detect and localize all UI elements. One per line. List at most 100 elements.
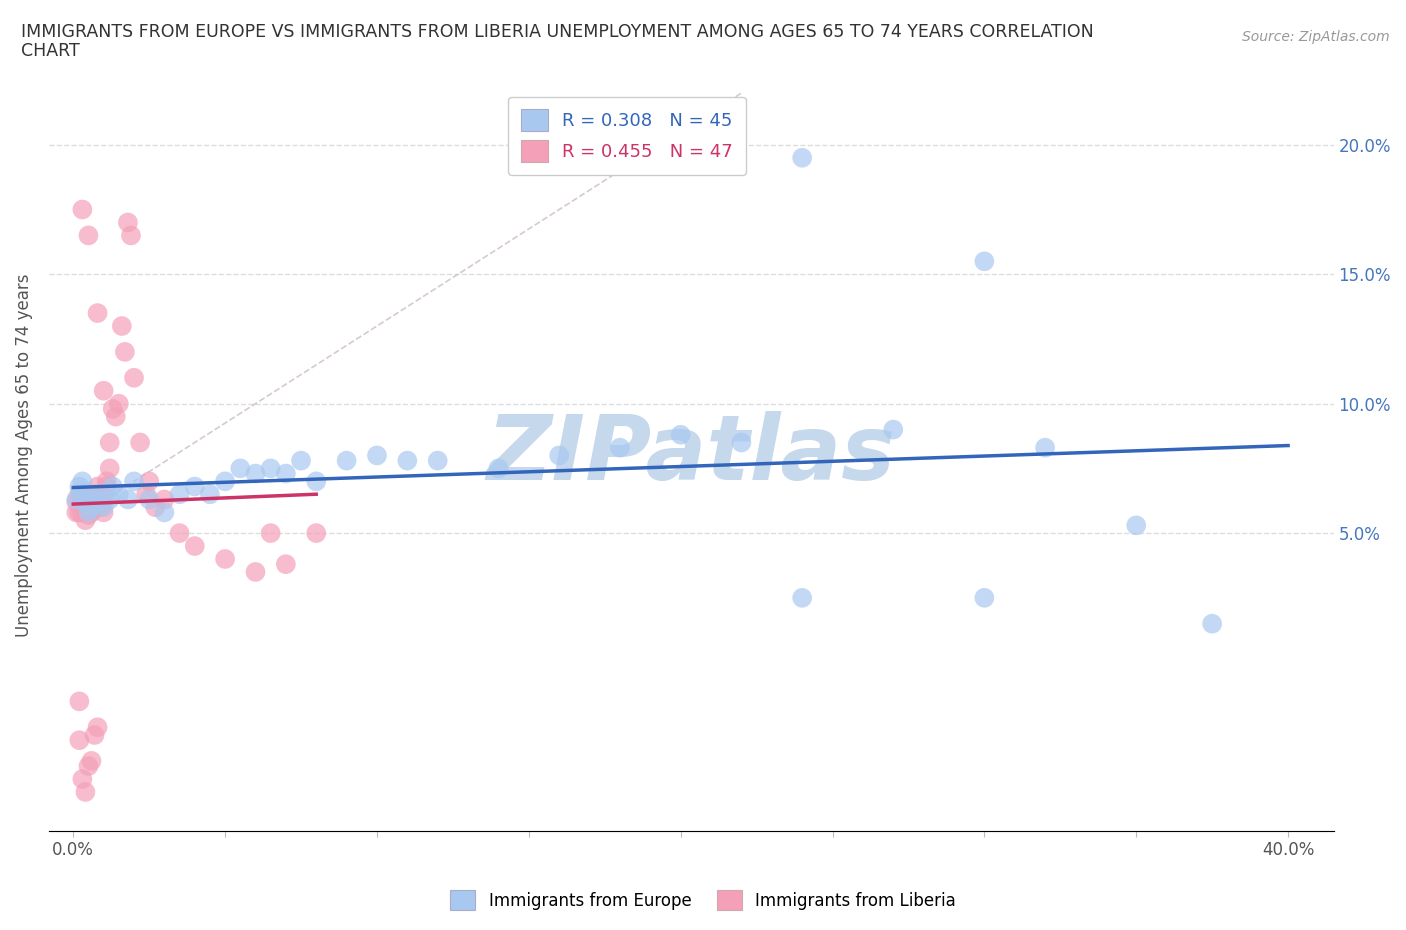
Point <box>96 474 118 489</box>
Point <box>90 495 112 510</box>
Point <box>101 402 124 417</box>
Point <box>75 785 97 800</box>
Point <box>77 505 100 520</box>
Point <box>138 492 160 507</box>
Point <box>80 499 103 514</box>
Point <box>75 495 97 510</box>
Point <box>117 492 139 507</box>
Point <box>90 492 112 507</box>
Point <box>93 492 115 507</box>
Point <box>730 435 752 450</box>
Point <box>260 525 283 540</box>
Point <box>488 461 510 476</box>
Point <box>83 492 105 507</box>
Point <box>305 525 328 540</box>
Point <box>77 508 100 523</box>
Point <box>77 495 100 510</box>
Point <box>396 453 419 468</box>
Point <box>86 486 108 501</box>
Point <box>122 370 145 385</box>
Point <box>290 453 312 468</box>
Point <box>129 435 152 450</box>
Point <box>77 228 100 243</box>
Point <box>75 512 97 527</box>
Point <box>609 440 631 455</box>
Point <box>548 448 571 463</box>
Point <box>67 479 90 494</box>
Point <box>86 479 108 494</box>
Point <box>83 492 105 507</box>
Point <box>65 492 87 507</box>
Point <box>93 383 115 398</box>
Text: CHART: CHART <box>21 42 80 60</box>
Point <box>973 254 995 269</box>
Point <box>108 396 131 411</box>
Point <box>104 409 127 424</box>
Legend: Immigrants from Europe, Immigrants from Liberia: Immigrants from Europe, Immigrants from … <box>444 884 962 917</box>
Point <box>1201 617 1223 631</box>
Point <box>153 492 176 507</box>
Point <box>93 505 115 520</box>
Point <box>973 591 995 605</box>
Point <box>83 499 105 514</box>
Point <box>98 435 121 450</box>
Point <box>86 720 108 735</box>
Point <box>65 495 87 510</box>
Point <box>229 461 252 476</box>
Point <box>86 492 108 507</box>
Point <box>260 461 283 476</box>
Text: ZIPatlas: ZIPatlas <box>486 411 896 499</box>
Point <box>245 565 267 579</box>
Point <box>214 474 236 489</box>
Point <box>72 772 94 787</box>
Point <box>120 228 142 243</box>
Point <box>77 759 100 774</box>
Point <box>792 591 814 605</box>
Point <box>184 538 207 553</box>
Point <box>669 427 692 442</box>
Point <box>80 505 103 520</box>
Point <box>83 727 105 742</box>
Point <box>67 733 90 748</box>
Text: Source: ZipAtlas.com: Source: ZipAtlas.com <box>1241 30 1389 44</box>
Point <box>98 461 121 476</box>
Point <box>305 474 328 489</box>
Point <box>114 344 136 359</box>
Point <box>98 492 121 507</box>
Point <box>135 486 157 501</box>
Point <box>143 499 166 514</box>
Point <box>1033 440 1056 455</box>
Point <box>274 466 297 481</box>
Point <box>1125 518 1147 533</box>
Point <box>86 306 108 321</box>
Point <box>65 505 87 520</box>
Point <box>83 486 105 501</box>
Point <box>72 505 94 520</box>
Point <box>245 466 267 481</box>
Point <box>80 486 103 501</box>
Point <box>153 505 176 520</box>
Point <box>111 319 134 334</box>
Point <box>426 453 449 468</box>
Point <box>274 557 297 572</box>
Text: IMMIGRANTS FROM EUROPE VS IMMIGRANTS FROM LIBERIA UNEMPLOYMENT AMONG AGES 65 TO : IMMIGRANTS FROM EUROPE VS IMMIGRANTS FRO… <box>21 23 1094 41</box>
Point <box>117 215 139 230</box>
Point <box>67 486 90 501</box>
Point <box>67 694 90 709</box>
Point <box>80 753 103 768</box>
Point <box>90 499 112 514</box>
Point <box>75 499 97 514</box>
Point <box>198 486 221 501</box>
Point <box>366 448 388 463</box>
Point <box>101 479 124 494</box>
Point <box>108 486 131 501</box>
Point <box>882 422 904 437</box>
Point <box>93 499 115 514</box>
Point <box>67 505 90 520</box>
Point <box>80 499 103 514</box>
Legend: R = 0.308   N = 45, R = 0.455   N = 47: R = 0.308 N = 45, R = 0.455 N = 47 <box>509 97 745 175</box>
Point <box>72 474 94 489</box>
Point <box>169 486 191 501</box>
Point <box>96 479 118 494</box>
Point <box>214 551 236 566</box>
